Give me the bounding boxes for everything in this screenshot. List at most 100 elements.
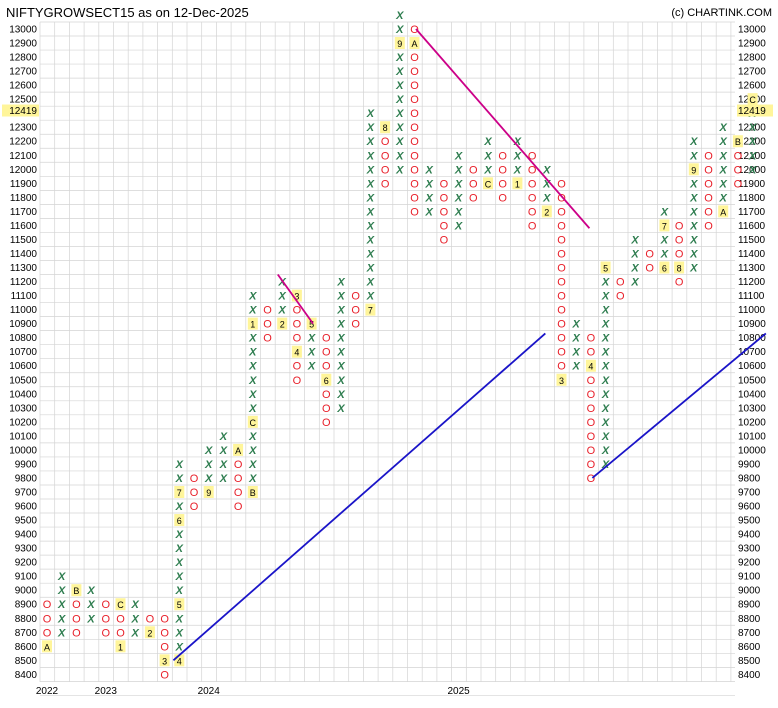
chart-credit: (c) CHARTINK.COM xyxy=(671,7,772,19)
y-tick-label: 9400 xyxy=(15,530,38,541)
current-price-label-right: 12419 xyxy=(738,106,766,117)
x-box: X xyxy=(601,347,610,359)
y-tick-label: 10800 xyxy=(9,333,37,344)
o-box: O xyxy=(322,361,331,373)
x-box: X xyxy=(248,389,257,401)
x-box: X xyxy=(175,585,184,597)
y-tick-label: 10500 xyxy=(9,375,37,386)
month-marker-bg xyxy=(174,598,185,611)
x-box: X xyxy=(601,375,610,387)
month-marker: 4 xyxy=(588,362,593,372)
month-marker: C xyxy=(117,600,124,610)
y-tick-label: 11500 xyxy=(10,235,38,246)
o-box: O xyxy=(440,220,449,232)
y-tick-label: 12600 xyxy=(9,81,37,92)
y-tick-label: 12700 xyxy=(9,67,37,78)
x-box: X xyxy=(395,66,404,78)
x-box: X xyxy=(395,164,404,176)
x-box: X xyxy=(689,192,698,204)
y-tick-label: 10300 xyxy=(9,403,37,414)
x-box: X xyxy=(719,150,728,162)
o-box: O xyxy=(440,178,449,190)
month-marker-bg xyxy=(556,373,567,386)
month-marker-bg xyxy=(732,135,743,148)
grid xyxy=(39,21,735,696)
o-box: O xyxy=(557,333,566,345)
month-marker: 8 xyxy=(383,123,388,133)
o-box: O xyxy=(410,150,419,162)
y-tick-label: 8800 xyxy=(15,614,38,625)
month-marker: C xyxy=(250,418,257,428)
x-box: X xyxy=(395,122,404,134)
x-box: X xyxy=(307,347,316,359)
month-marker-bg xyxy=(409,37,420,50)
o-box: O xyxy=(322,403,331,415)
y-tick-label: 10700 xyxy=(738,347,766,358)
o-box: O xyxy=(557,248,566,260)
month-marker-bg xyxy=(541,205,552,218)
o-box: O xyxy=(322,347,331,359)
x-box: X xyxy=(395,150,404,162)
y-tick-label: 13000 xyxy=(738,25,766,36)
x-box: X xyxy=(542,178,551,190)
x-box: X xyxy=(175,501,184,513)
o-box: O xyxy=(160,669,169,681)
x-box: X xyxy=(204,473,213,485)
o-box: O xyxy=(43,627,52,639)
x-box: X xyxy=(601,277,610,289)
o-box: O xyxy=(528,206,537,218)
y-tick-label: 10900 xyxy=(9,319,37,330)
o-box: O xyxy=(263,333,272,345)
x-box: X xyxy=(336,389,345,401)
o-box: O xyxy=(160,641,169,653)
y-tick-label: 9200 xyxy=(15,558,38,569)
month-marker-bg xyxy=(247,415,258,428)
y-tick-label: 11800 xyxy=(738,193,766,204)
x-box: X xyxy=(601,403,610,415)
month-marker: 9 xyxy=(691,165,696,175)
x-box: X xyxy=(660,248,669,260)
y-tick-label: 11300 xyxy=(738,263,766,274)
x-box: X xyxy=(542,164,551,176)
y-tick-label: 11200 xyxy=(10,277,38,288)
y-tick-label: 10100 xyxy=(738,431,766,442)
month-marker-bg xyxy=(203,485,214,498)
y-tick-label: 12600 xyxy=(738,81,766,92)
x-box: X xyxy=(57,571,66,583)
x-box: X xyxy=(513,150,522,162)
x-box: X xyxy=(395,52,404,64)
o-box: O xyxy=(528,220,537,232)
x-box: X xyxy=(601,361,610,373)
month-marker-bg xyxy=(277,317,288,330)
month-marker: 5 xyxy=(603,264,608,274)
month-marker: B xyxy=(735,137,741,147)
o-box: O xyxy=(263,305,272,317)
x-box: X xyxy=(748,122,757,134)
x-box: X xyxy=(366,122,375,134)
y-tick-label: 9300 xyxy=(738,544,761,555)
o-box: O xyxy=(616,277,625,289)
o-box: O xyxy=(102,613,111,625)
x-tick-label: 2022 xyxy=(36,686,59,697)
x-box: X xyxy=(336,305,345,317)
x-box: X xyxy=(513,136,522,148)
x-box: X xyxy=(395,10,404,22)
month-marker-bg xyxy=(321,373,332,386)
x-box: X xyxy=(630,277,639,289)
x-box: X xyxy=(483,136,492,148)
y-tick-label: 8600 xyxy=(738,642,761,653)
x-box: X xyxy=(454,164,463,176)
y-tick-label: 9900 xyxy=(738,459,761,470)
month-marker-bg xyxy=(115,598,126,611)
x-box: X xyxy=(175,571,184,583)
x-box: X xyxy=(689,248,698,260)
y-tick-label: 11100 xyxy=(11,291,38,302)
x-box: X xyxy=(689,220,698,232)
x-box: X xyxy=(689,234,698,246)
o-box: O xyxy=(116,627,125,639)
o-box: O xyxy=(263,319,272,331)
x-box: X xyxy=(630,234,639,246)
o-box: O xyxy=(587,431,596,443)
month-marker: 9 xyxy=(397,39,402,49)
y-tick-label: 9900 xyxy=(15,459,38,470)
